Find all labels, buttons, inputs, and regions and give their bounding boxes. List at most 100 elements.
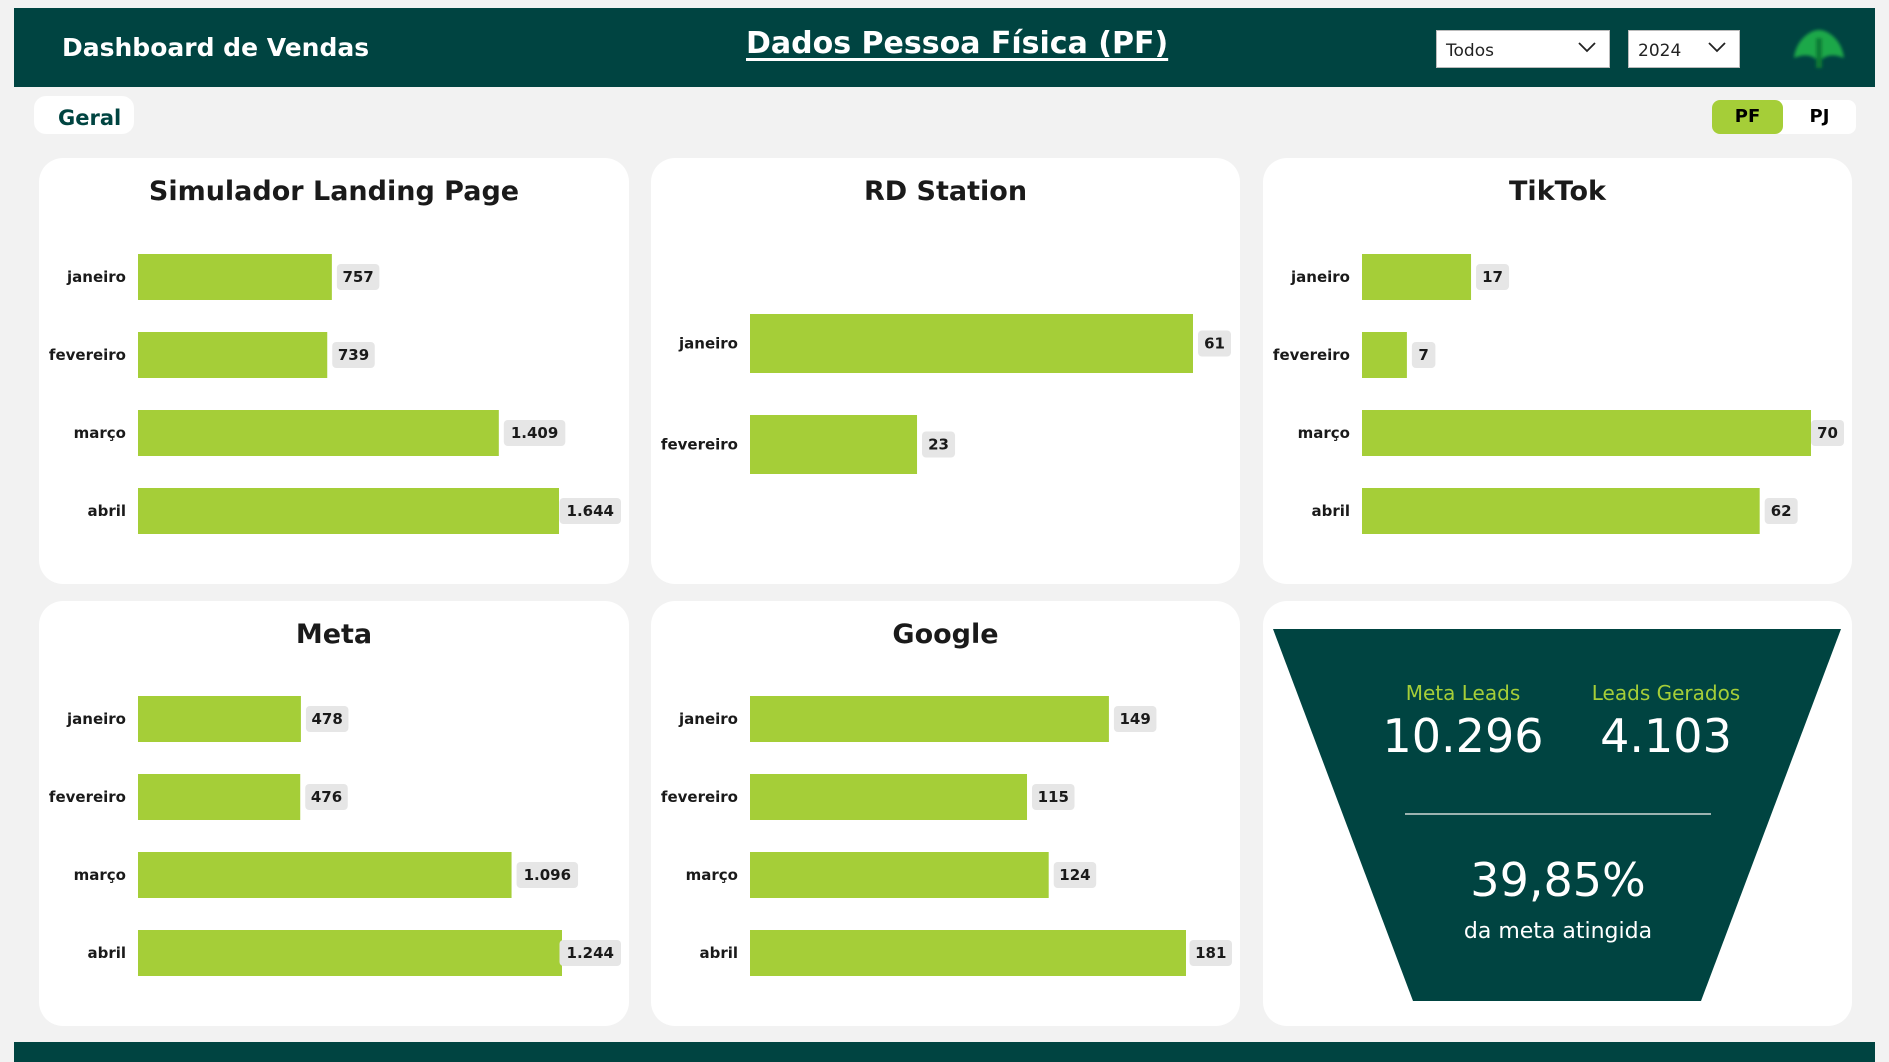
data-label-background bbox=[1476, 264, 1510, 290]
data-label: 61 bbox=[1204, 335, 1225, 353]
data-label: 62 bbox=[1771, 502, 1792, 520]
chart-card-tiktok: janeiro 17 fevereiro 7 março 70 abril 62 TikTok bbox=[1263, 158, 1852, 584]
data-label: 115 bbox=[1038, 788, 1069, 806]
bar[interactable] bbox=[750, 314, 1193, 373]
bar[interactable] bbox=[138, 774, 301, 820]
data-label: 17 bbox=[1482, 268, 1503, 286]
tab-geral-label: Geral bbox=[58, 106, 122, 130]
bar[interactable] bbox=[1362, 332, 1407, 378]
bar[interactable] bbox=[750, 852, 1049, 898]
data-label: 7 bbox=[1418, 346, 1428, 364]
bar[interactable] bbox=[750, 696, 1109, 742]
data-label: 478 bbox=[312, 710, 343, 728]
category-filter-value: Todos bbox=[1446, 41, 1494, 61]
data-label-background bbox=[1032, 784, 1075, 810]
bar[interactable] bbox=[750, 930, 1186, 976]
data-label: 1.644 bbox=[567, 502, 614, 520]
chart-card-meta: janeiro 478 fevereiro 476 março 1.096 abril 1.2… bbox=[39, 601, 629, 1026]
year-filter-value: 2024 bbox=[1638, 41, 1682, 61]
data-label-background bbox=[516, 862, 579, 888]
funnel-shape bbox=[1273, 629, 1841, 1001]
data-label-background bbox=[922, 431, 956, 458]
category-label: abril bbox=[699, 944, 738, 962]
chart-title: Meta bbox=[295, 619, 373, 650]
data-label-background bbox=[1189, 940, 1232, 966]
category-label: fevereiro bbox=[661, 788, 738, 806]
category-label: janeiro bbox=[678, 710, 738, 728]
chevron-down-icon bbox=[1708, 42, 1726, 53]
data-label: 739 bbox=[338, 346, 369, 364]
bottom-bar bbox=[14, 1042, 1875, 1062]
category-label: fevereiro bbox=[1273, 346, 1350, 364]
bar[interactable] bbox=[750, 415, 918, 474]
category-label: janeiro bbox=[1290, 268, 1350, 286]
bar[interactable] bbox=[750, 774, 1028, 820]
leads-funnel-card: Meta Leads 10.296 Leads Gerados 4.103 39… bbox=[1263, 601, 1852, 1026]
data-label-background bbox=[503, 420, 566, 446]
category-label: abril bbox=[87, 944, 126, 962]
data-label: 149 bbox=[1120, 710, 1151, 728]
bar[interactable] bbox=[1362, 254, 1472, 300]
tab-geral[interactable]: Geral bbox=[34, 96, 134, 134]
data-label-background bbox=[1764, 498, 1798, 524]
chart-title: RD Station bbox=[863, 176, 1028, 207]
company-logo bbox=[1794, 30, 1844, 68]
data-label: 1.244 bbox=[567, 944, 614, 962]
data-label: 757 bbox=[342, 268, 373, 286]
data-label: 70 bbox=[1817, 424, 1838, 442]
brand-title: Dashboard de Vendas bbox=[62, 33, 370, 62]
category-label: abril bbox=[87, 502, 126, 520]
toggle-pj-button[interactable]: PJ bbox=[1809, 106, 1830, 127]
category-label: março bbox=[686, 866, 738, 884]
bar[interactable] bbox=[138, 410, 499, 456]
data-label-background bbox=[305, 784, 348, 810]
chart-card-google: janeiro 149 fevereiro 115 março 124 abril 181 G… bbox=[651, 601, 1240, 1026]
chart-title: Simulador Landing Page bbox=[148, 176, 520, 207]
goal-percent-caption: da meta atingida bbox=[1463, 919, 1653, 944]
bar-chart: janeiro 17 fevereiro 7 março 70 abril 62 bbox=[1273, 254, 1844, 534]
data-label: 1.096 bbox=[524, 866, 571, 884]
category-label: março bbox=[74, 424, 126, 442]
category-label: março bbox=[74, 866, 126, 884]
chart-card-simulador: janeiro 757 fevereiro 739 março 1.409 abril 1.6… bbox=[39, 158, 629, 584]
category-label: janeiro bbox=[66, 710, 126, 728]
bar[interactable] bbox=[1362, 488, 1760, 534]
bar[interactable] bbox=[1362, 410, 1811, 456]
bar-chart: janeiro 149 fevereiro 115 março 124 abril 181 bbox=[661, 696, 1232, 976]
category-filter-select[interactable]: Todos bbox=[1436, 30, 1610, 68]
category-label: janeiro bbox=[678, 335, 738, 353]
category-label: fevereiro bbox=[49, 346, 126, 364]
data-label-background bbox=[559, 940, 621, 966]
data-label: 1.409 bbox=[511, 424, 558, 442]
data-label-background bbox=[1198, 330, 1231, 357]
bar[interactable] bbox=[138, 930, 562, 976]
chart-title: TikTok bbox=[1509, 176, 1606, 207]
chevron-down-icon bbox=[1578, 42, 1596, 53]
bar[interactable] bbox=[138, 852, 512, 898]
toggle-pf-button[interactable]: PF bbox=[1712, 100, 1783, 134]
category-label: janeiro bbox=[66, 268, 126, 286]
data-label-background bbox=[336, 264, 380, 290]
data-label: 23 bbox=[928, 436, 949, 454]
data-label-background bbox=[305, 706, 349, 732]
data-label-background bbox=[1411, 342, 1436, 368]
data-label: 124 bbox=[1059, 866, 1090, 884]
bar-chart: janeiro 757 fevereiro 739 março 1.409 abril 1.6… bbox=[49, 254, 621, 534]
year-filter-select[interactable]: 2024 bbox=[1628, 30, 1740, 68]
bar[interactable] bbox=[138, 254, 332, 300]
bar[interactable] bbox=[138, 488, 559, 534]
bar-chart: janeiro 478 fevereiro 476 março 1.096 abril 1.2… bbox=[49, 696, 621, 976]
goal-percent-value: 39,85% bbox=[1470, 853, 1646, 907]
bar[interactable] bbox=[138, 332, 328, 378]
pf-pj-toggle: PF PJ bbox=[1712, 100, 1856, 134]
meta-leads-label: Meta Leads bbox=[1405, 681, 1521, 705]
chart-card-rd-station: janeiro 61 fevereiro 23 RD Station bbox=[651, 158, 1240, 584]
meta-leads-value: 10.296 bbox=[1382, 709, 1544, 763]
data-label-background bbox=[1113, 706, 1157, 732]
bar[interactable] bbox=[138, 696, 301, 742]
data-label-background bbox=[559, 498, 621, 524]
data-label-background bbox=[1053, 862, 1097, 888]
bar-chart: janeiro 61 fevereiro 23 bbox=[661, 314, 1231, 474]
data-label: 476 bbox=[311, 788, 342, 806]
chart-title: Google bbox=[892, 619, 999, 650]
